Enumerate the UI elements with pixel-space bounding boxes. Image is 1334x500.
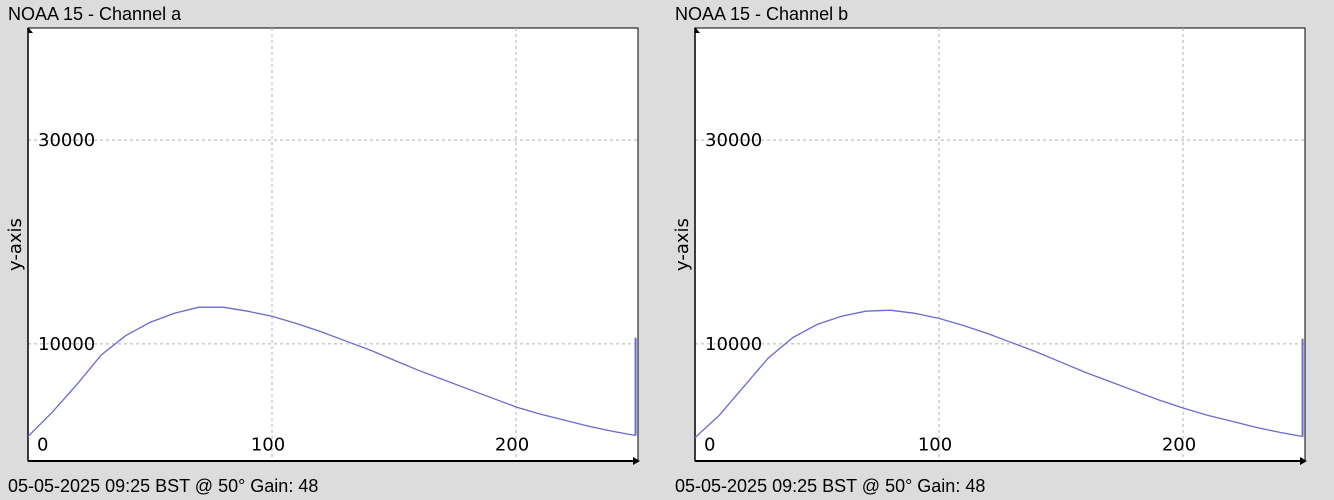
x-tick-label: 100 (251, 435, 285, 456)
series-line (27, 306, 636, 437)
chart-panel-b: NOAA 15 - Channel b 0 100 200 10000 30000 y-a… (667, 0, 1334, 500)
y-tick-label: 10000 (38, 334, 95, 355)
y-axis-label: y-axis (672, 218, 693, 271)
y-tick-label: 30000 (705, 130, 762, 151)
x-tick-label: 0 (704, 435, 715, 456)
y-tick-label: 30000 (38, 130, 95, 151)
x-tick-label: 0 (37, 435, 48, 456)
chart-plot: 0 100 200 10000 30000 y-axis (5, 27, 640, 465)
x-tick-label: 200 (1162, 435, 1196, 456)
plot-area (27, 27, 639, 462)
x-tick-label: 200 (495, 435, 529, 456)
x-axis-arrow (1300, 457, 1307, 465)
series-line (694, 309, 1303, 439)
y-axis-label: y-axis (5, 218, 26, 271)
y-axis-arrow (28, 27, 33, 33)
x-tick-label: 100 (918, 435, 952, 456)
chart-plot: 0 100 200 10000 30000 y-axis (672, 27, 1307, 465)
y-tick-label: 10000 (705, 334, 762, 355)
chart-title: NOAA 15 - Channel a (8, 4, 182, 24)
plot-area (694, 27, 1306, 462)
chart-footer: 05-05-2025 09:25 BST @ 50° Gain: 48 (8, 476, 319, 496)
chart-footer: 05-05-2025 09:25 BST @ 50° Gain: 48 (675, 476, 986, 496)
y-axis-arrow (695, 27, 700, 33)
chart-panel-a: NOAA 15 - Channel a 0 100 200 10000 30000 y-a… (5, 4, 640, 496)
x-axis-arrow (633, 457, 640, 465)
chart-title: NOAA 15 - Channel b (675, 4, 849, 24)
